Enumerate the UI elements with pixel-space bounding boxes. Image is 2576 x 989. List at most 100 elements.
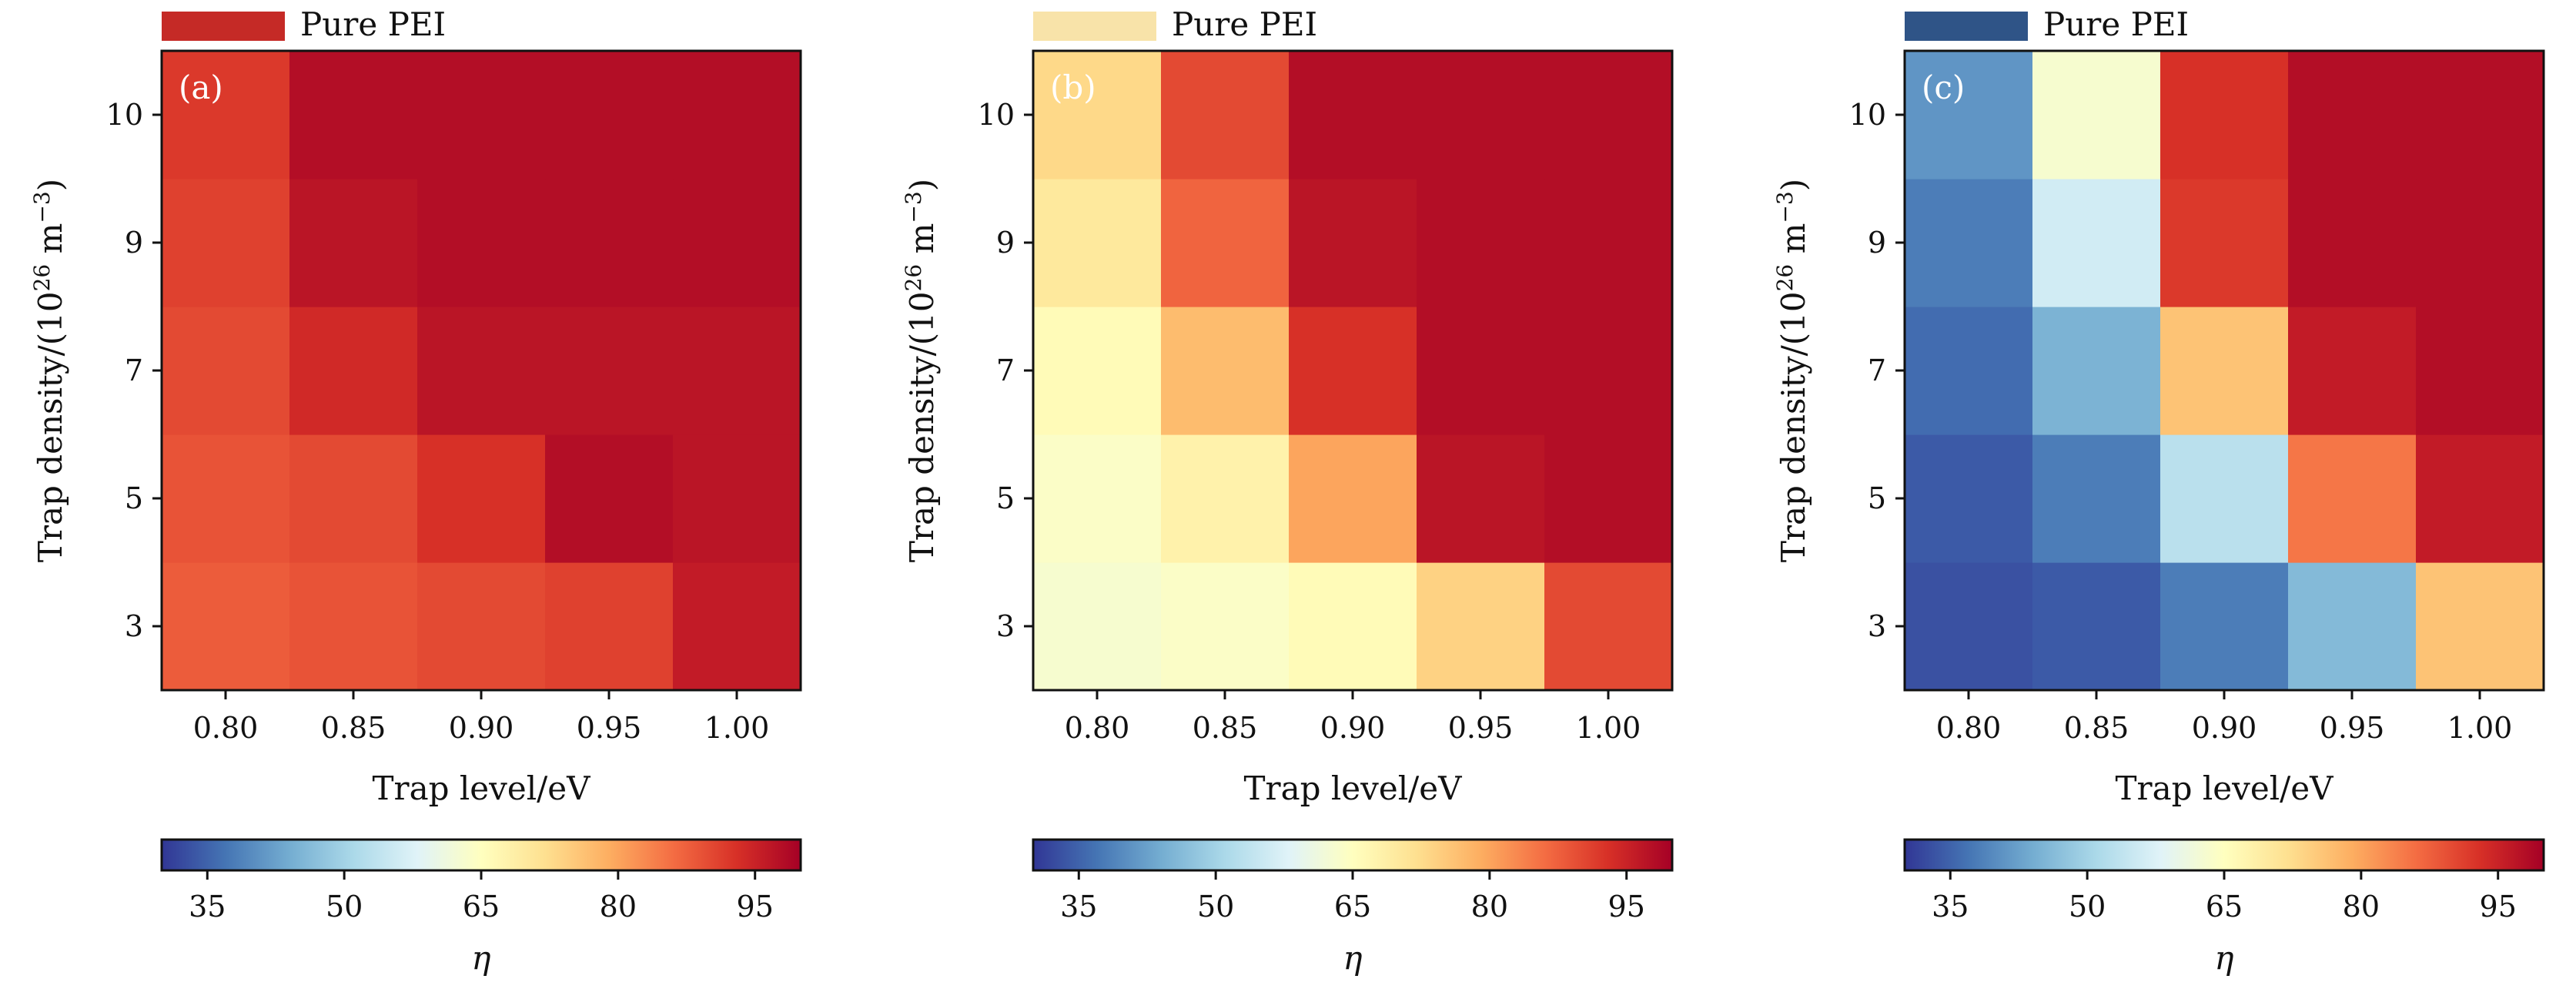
heatmap-cell [1905, 307, 2033, 435]
colorbar-tick-label: 50 [326, 890, 363, 924]
heatmap-cell [1905, 562, 2033, 691]
heatmap-cell [1905, 51, 2033, 179]
colorbar-tick-label: 95 [2480, 890, 2517, 924]
y-tick-label: 9 [1868, 226, 1886, 260]
panel-3: Pure PEI(c)0.80 0.85 0.90 0.95 1.00357910Tra… [1772, 5, 2545, 977]
x-tick-label: 0.90 [1320, 711, 1386, 745]
heatmap-cell [545, 307, 674, 435]
x-tick-label: 1.00 [1576, 711, 1641, 745]
heatmap-cell [1544, 434, 1673, 563]
x-tick-label: 0.85 [2064, 711, 2129, 745]
heatmap-cell [1289, 434, 1417, 563]
y-axis-label: Trap density/(1026 m−3) [1772, 179, 1812, 562]
heatmap-cell [1544, 51, 1673, 179]
heatmap-cell [2032, 562, 2161, 691]
x-tick-label: 0.90 [2192, 711, 2257, 745]
colorbar-label: η [471, 939, 490, 977]
y-tick-label: 3 [996, 609, 1015, 643]
colorbar-tick-label: 65 [463, 890, 500, 924]
colorbar [1903, 838, 2545, 872]
colorbar [1032, 838, 1674, 872]
heatmap-cell [2160, 307, 2289, 435]
colorbar-tick-label: 80 [1471, 890, 1508, 924]
panel-label: (b) [1050, 69, 1096, 106]
heatmap-cell [545, 51, 674, 179]
colorbar-tick-label: 95 [737, 890, 774, 924]
heatmap-cell [545, 179, 674, 307]
heatmap-cell [2288, 562, 2417, 691]
heatmap-cell [673, 179, 801, 307]
legend-label: Pure PEI [1172, 5, 1317, 43]
heatmap-cell [1161, 51, 1290, 179]
panel-label: (c) [1922, 69, 1965, 106]
heatmap-cell [2416, 51, 2544, 179]
y-tick-label: 10 [1849, 98, 1886, 132]
colorbar-tick-label: 95 [1608, 890, 1645, 924]
y-tick-label: 5 [1868, 481, 1886, 515]
heatmap-cell [2288, 51, 2417, 179]
heatmap-cell [2032, 434, 2161, 563]
x-tick-label: 0.85 [321, 711, 386, 745]
x-tick-label: 1.00 [2447, 711, 2513, 745]
heatmap-cell [2160, 179, 2289, 307]
heatmap-cell [1289, 51, 1417, 179]
y-axis-label: Trap density/(1026 m−3) [901, 179, 941, 562]
heatmap-cell [545, 434, 674, 563]
colorbar-tick-label: 80 [2343, 890, 2380, 924]
heatmap-cell [2160, 562, 2289, 691]
y-tick-label: 7 [1868, 354, 1886, 387]
x-tick-label: 0.90 [449, 711, 514, 745]
heatmap-cell [1417, 51, 1545, 179]
legend-swatch [162, 12, 285, 41]
heatmap-cell [1161, 434, 1290, 563]
heatmap-cell [673, 434, 801, 563]
x-tick-label: 0.85 [1193, 711, 1258, 745]
heatmap-cell [673, 51, 801, 179]
heatmap-cell [1289, 562, 1417, 691]
heatmap-cell [2416, 307, 2544, 435]
x-tick-label: 1.00 [704, 711, 770, 745]
heatmap-cell [417, 307, 546, 435]
y-tick-label: 10 [106, 98, 143, 132]
legend-swatch [1033, 12, 1156, 41]
heatmap-cell [2032, 51, 2161, 179]
panel-2: Pure PEI(b)0.80 0.85 0.90 0.95 1.00357910Tra… [901, 5, 1674, 977]
heatmap-cell [545, 562, 674, 691]
heatmap-cell [289, 179, 418, 307]
panel-label: (a) [179, 69, 223, 106]
colorbar-tick-label: 35 [189, 890, 226, 924]
heatmap-cell [2416, 434, 2544, 563]
y-tick-label: 5 [125, 481, 143, 515]
x-tick-label: 0.80 [1065, 711, 1130, 745]
colorbar-tick-label: 80 [600, 890, 637, 924]
heatmap-cell [162, 562, 290, 691]
y-tick-label: 9 [125, 226, 143, 260]
heatmap-cell [2416, 562, 2544, 691]
y-tick-label: 5 [996, 481, 1015, 515]
heatmap-cell [1033, 562, 1162, 691]
colorbar-label: η [2214, 939, 2233, 977]
heatmap-cell [1417, 179, 1545, 307]
y-tick-label: 10 [978, 98, 1015, 132]
heatmap-cell [417, 51, 546, 179]
x-tick-label: 0.80 [193, 711, 259, 745]
heatmap-cell [2288, 307, 2417, 435]
panel-1: Pure PEI(a)0.80 0.85 0.90 0.95 1.00357910Tra… [29, 5, 802, 977]
heatmap-cell [2160, 51, 2289, 179]
heatmap-cell [1289, 179, 1417, 307]
heatmap-cell [2032, 179, 2161, 307]
heatmap-cell [1544, 179, 1673, 307]
y-tick-label: 3 [1868, 609, 1886, 643]
x-tick-label: 0.95 [577, 711, 642, 745]
heatmap-cell [1033, 307, 1162, 435]
heatmap-cell [1544, 562, 1673, 691]
heatmap-cell [673, 307, 801, 435]
heatmap-cell [1905, 179, 2033, 307]
heatmap-cell [2416, 179, 2544, 307]
x-tick-label: 0.80 [1936, 711, 2002, 745]
heatmap-cell [1161, 307, 1290, 435]
heatmap-cell [162, 307, 290, 435]
x-axis-label: Trap level/eV [372, 769, 590, 807]
colorbar-tick-label: 65 [2206, 890, 2243, 924]
